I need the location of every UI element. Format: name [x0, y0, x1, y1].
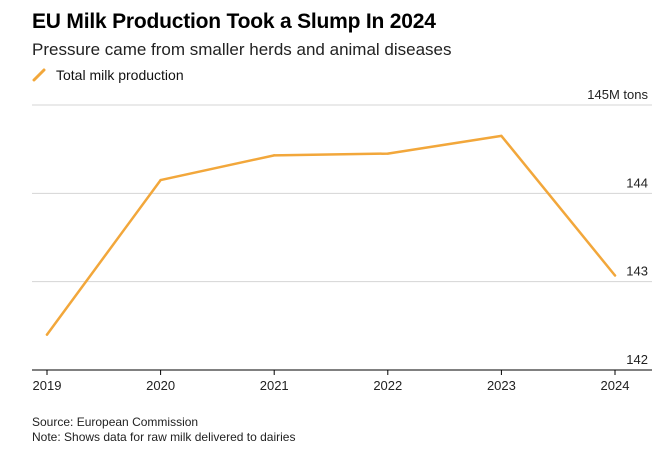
legend-label: Total milk production	[56, 67, 184, 83]
data-point	[273, 154, 276, 157]
legend-line-icon	[32, 68, 46, 82]
data-point	[613, 274, 617, 277]
legend: Total milk production	[32, 67, 184, 83]
chart-subtitle: Pressure came from smaller herds and ani…	[32, 40, 452, 59]
x-tick-label: 2021	[260, 378, 289, 393]
y-tick-label: 145M tons	[587, 87, 648, 102]
data-point	[159, 178, 162, 182]
y-tick-label: 142	[626, 352, 648, 367]
data-point	[45, 333, 49, 336]
chart-title: EU Milk Production Took a Slump In 2024	[32, 10, 436, 33]
x-tick-label: 2022	[373, 378, 402, 393]
footnote: Note: Shows data for raw milk delivered …	[32, 430, 296, 444]
data-point	[500, 134, 503, 138]
series-line-total-milk-production	[45, 134, 617, 336]
data-point	[386, 152, 389, 155]
x-tick-label: 2024	[601, 378, 630, 393]
y-tick-label: 144	[626, 175, 648, 190]
y-tick-label: 143	[626, 264, 648, 279]
x-tick-label: 2020	[146, 378, 175, 393]
x-tick-label: 2023	[487, 378, 516, 393]
line-chart: 145M tons 144 143 142 2019 2020 2021 2022 2023 20…	[32, 87, 652, 393]
source-note: Source: European Commission	[32, 415, 199, 429]
x-tick-label: 2019	[33, 378, 62, 393]
